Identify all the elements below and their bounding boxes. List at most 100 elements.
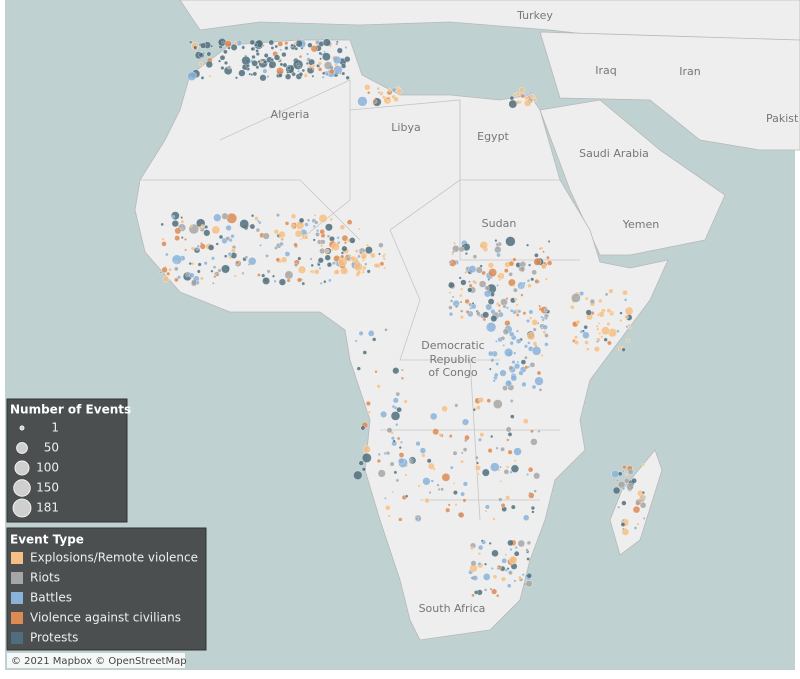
event-dot — [212, 265, 217, 269]
event-dot — [396, 88, 403, 95]
event-dot — [290, 213, 297, 219]
event-dot — [322, 71, 326, 75]
legend-label: 50 — [44, 441, 59, 455]
event-dot — [504, 348, 514, 357]
event-dot — [376, 384, 381, 389]
event-dot — [382, 257, 387, 261]
event-dot — [534, 376, 544, 386]
event-dot — [459, 315, 464, 320]
event-dot — [198, 61, 204, 67]
event-dot — [582, 331, 590, 339]
event-dot — [505, 379, 512, 387]
event-dot — [358, 330, 364, 336]
event-dot — [622, 464, 627, 470]
event-dot — [617, 480, 626, 489]
event-dot — [367, 410, 371, 415]
event-dot — [478, 280, 487, 288]
event-dot — [268, 39, 275, 46]
event-dot — [526, 557, 530, 561]
event-dot — [512, 284, 516, 288]
event-dot — [503, 469, 510, 475]
event-dot — [519, 285, 523, 289]
event-dot — [313, 213, 317, 217]
event-dot — [467, 287, 473, 293]
event-dot — [499, 479, 503, 483]
event-dot — [262, 68, 268, 74]
event-dot — [211, 281, 215, 285]
event-dot — [377, 469, 386, 478]
event-dot — [218, 59, 222, 63]
event-dot — [522, 311, 527, 316]
event-dot — [571, 293, 581, 303]
event-dot — [532, 327, 537, 332]
event-dot — [521, 381, 527, 387]
place-label: Yemen — [622, 218, 660, 231]
event-dot — [365, 401, 371, 406]
event-dot — [341, 63, 347, 69]
event-dot — [304, 222, 309, 227]
event-dot — [509, 341, 514, 346]
event-dot — [533, 489, 537, 493]
event-dot — [530, 429, 534, 434]
event-dot — [315, 232, 320, 237]
event-dot — [460, 491, 465, 497]
event-dot — [325, 248, 330, 254]
event-dot — [390, 411, 401, 421]
event-dot — [521, 573, 525, 577]
event-dot — [361, 268, 365, 272]
event-dot — [230, 234, 235, 239]
event-dot — [317, 262, 321, 267]
event-dot — [529, 362, 536, 368]
event-dot — [513, 579, 517, 583]
event-dot — [312, 224, 316, 228]
event-dot — [484, 509, 488, 513]
event-dot — [520, 93, 525, 99]
event-dot — [454, 403, 459, 408]
event-dot — [544, 308, 549, 313]
event-dot — [266, 75, 270, 78]
event-dot — [462, 481, 468, 487]
event-dot — [531, 269, 537, 276]
event-dot — [461, 244, 465, 248]
event-dot — [520, 359, 527, 365]
event-dot — [319, 229, 325, 235]
event-dot — [626, 338, 631, 343]
event-dot — [528, 309, 534, 315]
event-dot — [505, 297, 509, 300]
event-dot — [507, 449, 513, 455]
event-dot — [254, 43, 258, 47]
event-dot — [361, 467, 366, 472]
event-dot — [403, 399, 408, 404]
event-dot — [328, 278, 332, 283]
event-dot — [303, 73, 308, 78]
event-dot — [531, 510, 535, 514]
event-dot — [500, 576, 507, 582]
event-dot — [526, 319, 530, 323]
event-dot — [574, 340, 579, 345]
event-dot — [255, 65, 260, 70]
event-dot — [320, 244, 324, 248]
event-dot — [533, 257, 542, 266]
event-dot — [534, 253, 539, 258]
place-label: South Africa — [419, 602, 486, 615]
event-dot — [486, 398, 492, 403]
event-dot — [211, 225, 221, 235]
event-dot — [626, 482, 634, 491]
event-dot — [624, 306, 634, 316]
event-dot — [436, 483, 440, 487]
event-dot — [177, 275, 181, 280]
event-dot — [619, 318, 623, 323]
event-dot — [365, 246, 373, 254]
event-dot — [526, 473, 529, 476]
event-dot — [510, 414, 515, 419]
event-dot — [459, 293, 463, 298]
event-dot — [633, 526, 638, 530]
event-dot — [496, 594, 500, 598]
event-dot — [586, 347, 590, 351]
event-dot — [595, 324, 599, 328]
event-dot — [238, 69, 246, 77]
event-dot — [340, 254, 345, 259]
event-dot — [378, 252, 381, 256]
event-dot — [317, 257, 324, 264]
